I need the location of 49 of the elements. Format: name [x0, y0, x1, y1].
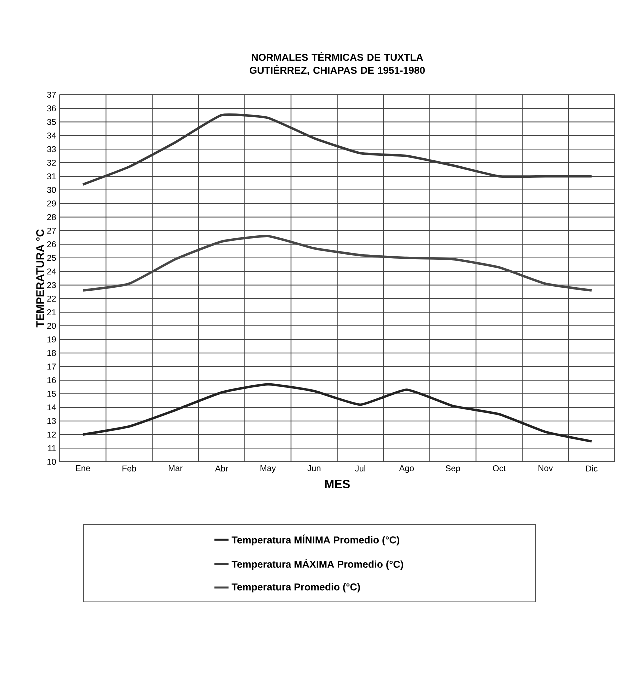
y-tick-label: 16 [48, 377, 56, 384]
y-tick-label: 11 [48, 445, 56, 452]
y-tick-label: 19 [48, 336, 56, 343]
x-tick-label: Abr [215, 466, 228, 472]
y-tick-label: 34 [47, 132, 56, 139]
y-tick-label: 17 [48, 364, 56, 370]
x-tick-label: Dic [586, 466, 598, 472]
y-tick-label: 18 [48, 350, 56, 356]
y-axis-title: TEMPERATURA °C [36, 230, 44, 328]
line-series [82, 383, 594, 443]
y-tick-label: 20 [47, 323, 56, 330]
y-tick-label: 12 [48, 432, 56, 438]
line-series [82, 114, 594, 186]
x-tick-label: May [260, 466, 276, 474]
legend-label: Temperatura MÍNIMA Promedio (°C) [232, 534, 400, 546]
x-tick-label: Jun [308, 466, 321, 472]
y-tick-label: 36 [47, 106, 56, 112]
x-tick-label: Nov [538, 466, 554, 472]
x-tick-label: Sep [446, 466, 460, 474]
y-tick-label: 28 [47, 214, 56, 220]
y-tick-label: 22 [47, 296, 56, 302]
y-tick-label: 32 [47, 160, 56, 166]
y-tick-label: 26 [47, 242, 56, 248]
x-tick-label: Ago [399, 466, 414, 474]
y-tick-label: 23 [47, 282, 56, 288]
y-tick-label: 15 [48, 391, 56, 397]
y-tick-label: 29 [47, 200, 56, 207]
x-tick-label: Feb [122, 466, 136, 472]
x-tick-label: Ene [76, 466, 90, 472]
x-tick-label: Oct [493, 466, 506, 472]
x-tick-label: Jul [355, 466, 366, 472]
legend-label: Temperatura Promedio (°C) [232, 583, 360, 593]
y-tick-label: 35 [47, 119, 56, 126]
y-tick-label: 37 [47, 92, 56, 98]
y-tick-label: 31 [47, 174, 56, 180]
y-tick-label: 21 [47, 310, 56, 316]
line-series [82, 235, 594, 292]
legend-label: Temperatura MÁXIMA Promedio (°C) [232, 559, 404, 570]
y-tick-label: 25 [47, 255, 56, 262]
y-tick-label: 24 [47, 268, 56, 275]
x-axis-title: MES [325, 480, 350, 488]
y-tick-label: 33 [47, 146, 56, 152]
x-tick-label: Mar [169, 466, 183, 472]
y-tick-label: 27 [47, 228, 56, 234]
y-tick-label: 14 [48, 404, 56, 411]
y-tick-label: 30 [47, 187, 56, 194]
y-tick-label: 10 [48, 459, 56, 465]
chart-title: NORMALES TÉRMICAS DE TUXTLA GUTIÉRREZ, CHIAPAS DE 1951-1980 [250, 52, 426, 76]
y-tick-label: 13 [48, 418, 56, 424]
